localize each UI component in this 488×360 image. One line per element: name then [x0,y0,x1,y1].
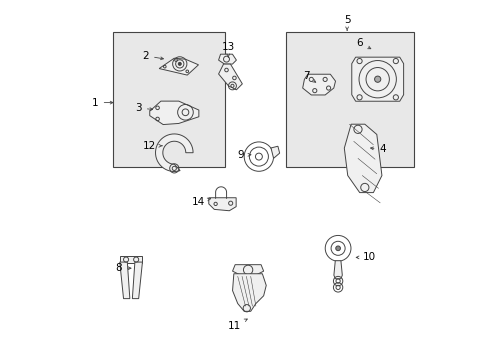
Polygon shape [208,198,236,211]
Text: 8: 8 [115,263,131,273]
Circle shape [335,246,340,251]
Polygon shape [159,58,198,75]
Polygon shape [149,101,199,125]
Circle shape [374,76,380,82]
Text: 1: 1 [92,98,113,108]
Bar [113,32,224,167]
Text: 5: 5 [343,15,350,30]
Text: 14: 14 [191,197,210,207]
Text: 11: 11 [227,319,247,331]
Text: 6: 6 [356,38,370,49]
Polygon shape [333,261,342,279]
Bar [285,32,413,167]
Polygon shape [120,256,142,264]
Text: 3: 3 [135,103,152,113]
Polygon shape [270,146,279,158]
Polygon shape [232,265,263,275]
Polygon shape [232,274,265,311]
Polygon shape [218,64,242,90]
Text: 2: 2 [142,51,163,61]
Text: 9: 9 [237,150,250,160]
Text: 4: 4 [370,144,386,154]
Polygon shape [120,262,130,299]
Text: 10: 10 [355,252,376,262]
Polygon shape [218,54,236,64]
Polygon shape [351,57,403,101]
Polygon shape [344,124,381,193]
Text: 13: 13 [221,42,234,57]
Circle shape [178,62,181,66]
Polygon shape [132,262,142,299]
Polygon shape [155,134,193,171]
Text: 12: 12 [143,141,162,151]
Polygon shape [302,74,335,95]
Text: 7: 7 [302,71,315,82]
